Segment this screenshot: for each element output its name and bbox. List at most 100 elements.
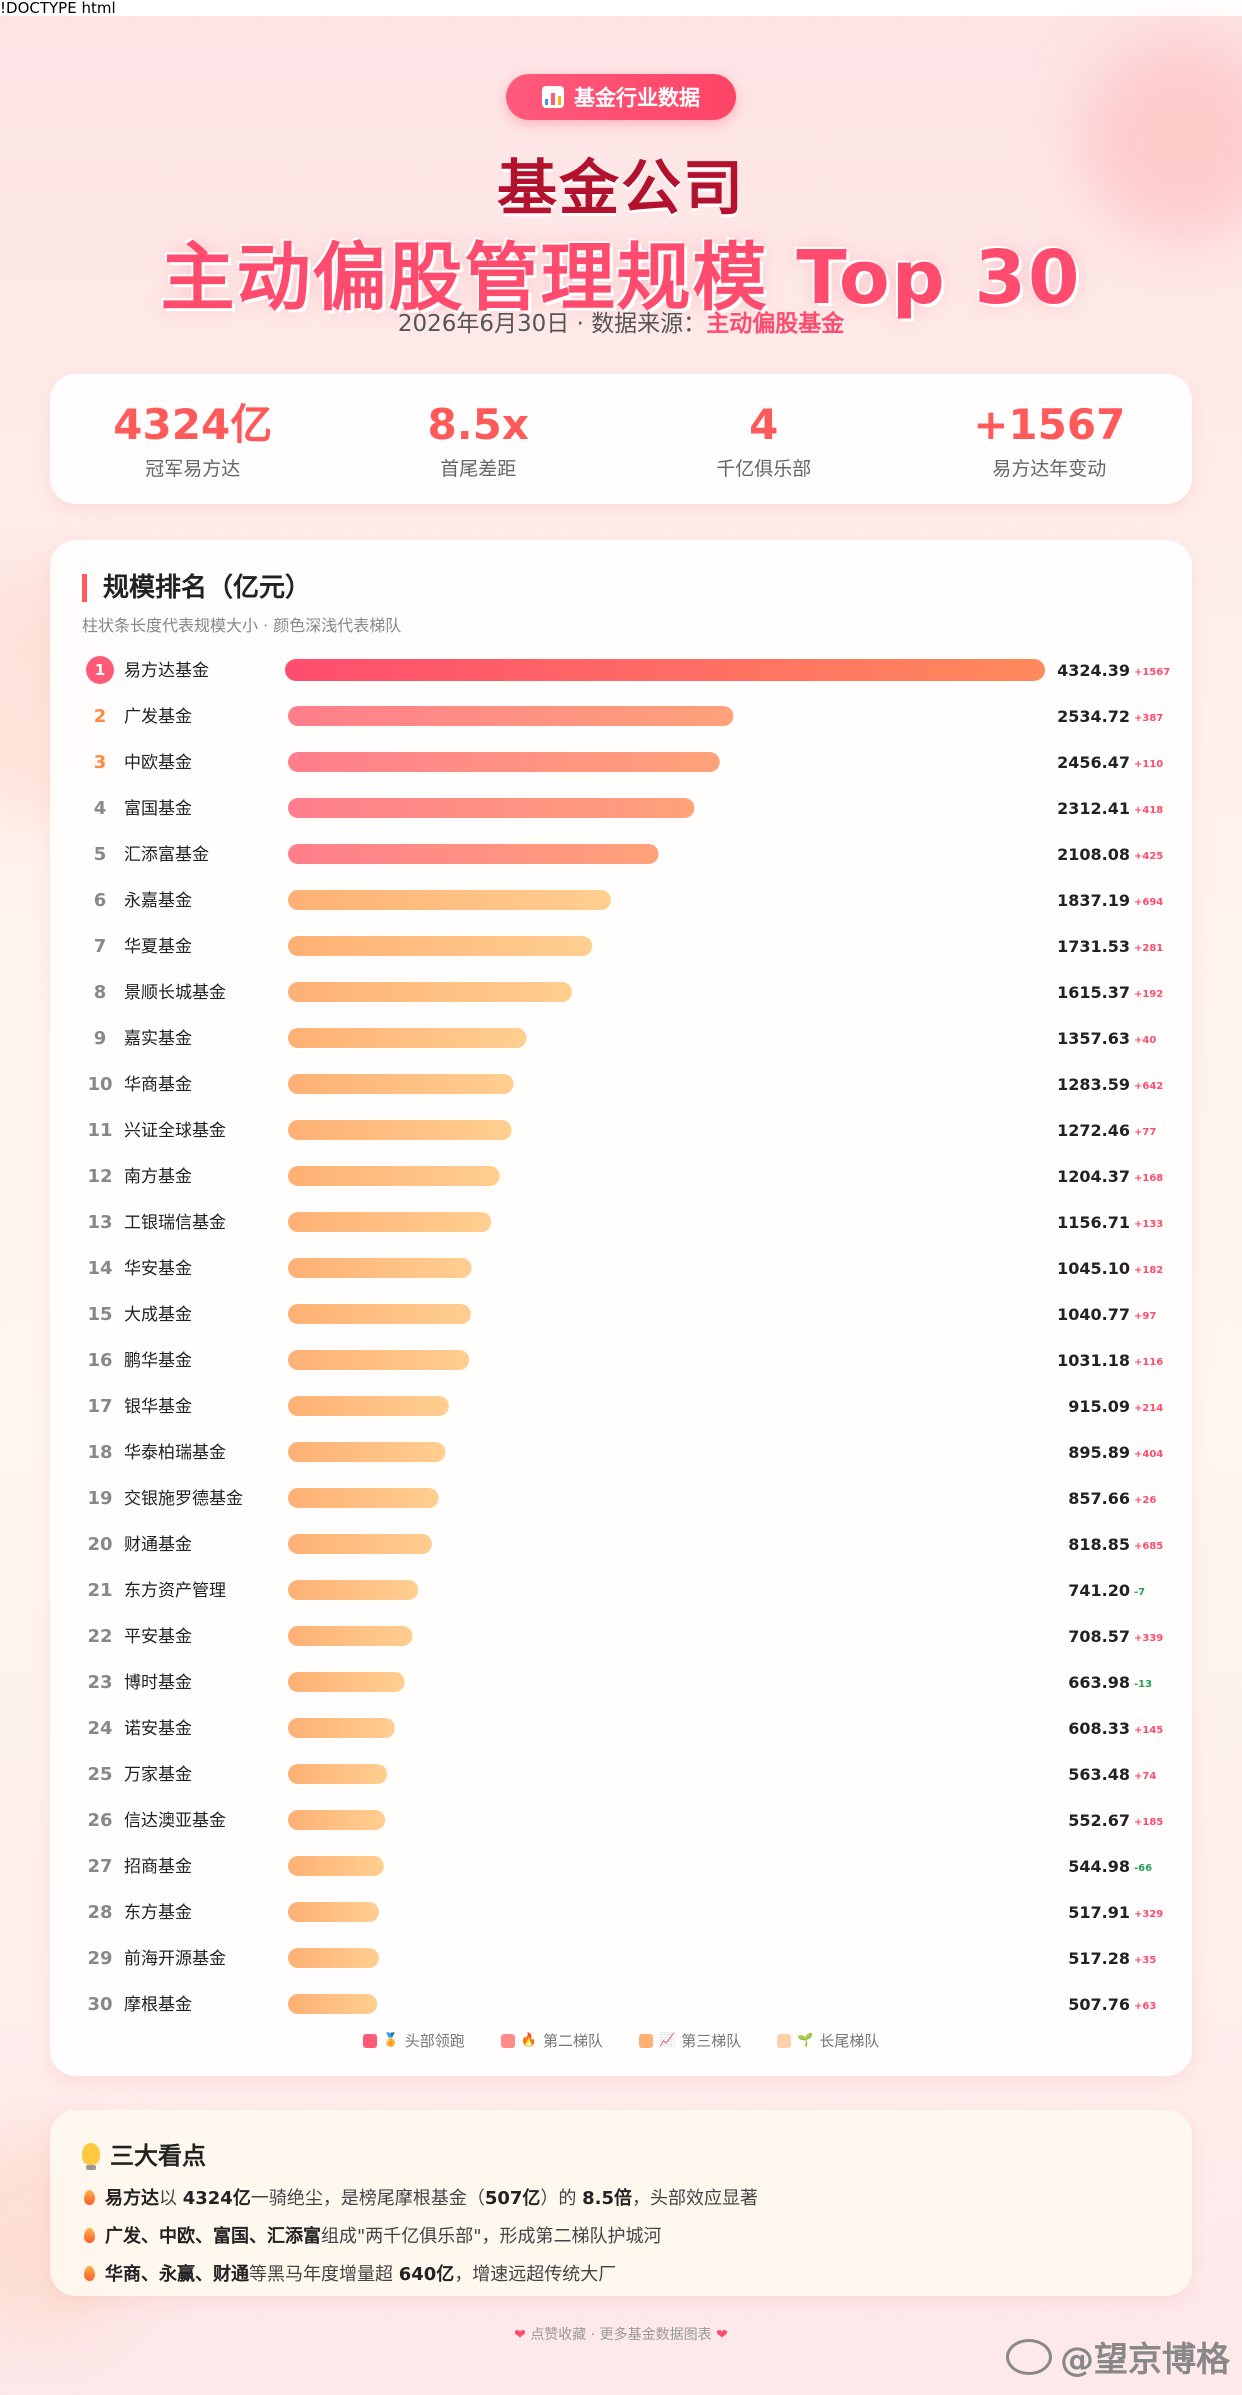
ranking-title: 规模排名（亿元） (82, 574, 311, 602)
change-label: +145 (1134, 1725, 1163, 1736)
insight-line: 华商、永赢、财通等黑马年度增量超 640亿，增速远超传统大厂 (84, 2260, 616, 2286)
ranking-subtitle: 柱状条长度代表规模大小 · 颜色深浅代表梯队 (82, 616, 402, 635)
chart-row: 18 华泰柏瑞基金 895.89 +404 (87, 1442, 1163, 1463)
bar (288, 706, 734, 726)
stat-label: 首尾差距 (440, 458, 517, 480)
bar (288, 936, 593, 956)
company-label: 工银瑞信基金 (124, 1213, 226, 1233)
chart-row: 7 华夏基金 1731.53 +281 (94, 936, 1163, 957)
badge-label: 基金行业数据 (574, 86, 700, 110)
category-badge: 基金行业数据 (506, 74, 736, 120)
stat-value: 4 (749, 400, 779, 449)
legend-swatch (777, 2033, 792, 2048)
watermark: @望京博格 (1006, 2332, 1230, 2381)
company-label: 信达澳亚基金 (124, 1811, 226, 1831)
change-label: +182 (1134, 1265, 1163, 1276)
change-label: +63 (1134, 2001, 1156, 2012)
chart-legend: 🏅 头部领跑 🔥 第二梯队 📈 第三梯队 🌱 长尾梯队 (50, 2030, 1192, 2051)
bar (288, 798, 695, 818)
bar (288, 1442, 446, 1462)
bar (288, 844, 659, 864)
rank-number: 26 (87, 1810, 112, 1831)
rank-number: 20 (87, 1534, 112, 1555)
company-label: 景顺长城基金 (124, 983, 226, 1003)
change-label: +404 (1134, 1449, 1163, 1460)
company-label: 广发基金 (124, 707, 192, 727)
chart-row: 14 华安基金 1045.10 +182 (87, 1258, 1163, 1279)
stat-item: +1567 易方达年变动 (907, 374, 1193, 504)
company-label: 汇添富基金 (124, 845, 209, 865)
bar (288, 1350, 470, 1370)
rank-number: 30 (87, 1994, 112, 2015)
value-label: 2534.72 (1057, 707, 1130, 726)
change-label: +110 (1134, 759, 1163, 770)
bar (288, 1580, 419, 1600)
value-label: 1031.18 (1057, 1351, 1130, 1370)
stat-value: +1567 (973, 400, 1126, 449)
value-label: 1272.46 (1057, 1121, 1130, 1140)
chart-row: 20 财通基金 818.85 +685 (87, 1534, 1163, 1555)
bar (288, 1166, 500, 1186)
rank-number: 6 (94, 890, 107, 911)
value-label: 663.98 (1068, 1673, 1130, 1692)
insight-line: 广发、中欧、富国、汇添富组成"两千亿俱乐部"，形成第二梯队护城河 (84, 2222, 662, 2248)
rank-number: 2 (94, 706, 107, 727)
stat-item: 4 千亿俱乐部 (621, 374, 907, 504)
legend-swatch (362, 2033, 377, 2048)
insight-text: 广发、中欧、富国、汇添富组成"两千亿俱乐部"，形成第二梯队护城河 (105, 2226, 662, 2247)
company-label: 招商基金 (124, 1857, 192, 1877)
value-label: 1283.59 (1057, 1075, 1130, 1094)
chart-row: 13 工银瑞信基金 1156.71 +133 (87, 1212, 1163, 1233)
chart-row: 23 博时基金 663.98 -13 (87, 1672, 1152, 1693)
rank-number: 13 (87, 1212, 112, 1233)
company-label: 平安基金 (124, 1627, 192, 1647)
change-label: +40 (1134, 1035, 1156, 1046)
change-label: +642 (1134, 1081, 1163, 1092)
flame-icon (84, 2265, 95, 2281)
value-label: 4324.39 (1057, 661, 1130, 680)
company-label: 万家基金 (124, 1765, 192, 1785)
stat-item: 4324亿 冠军易方达 (50, 374, 336, 504)
bar-chart-icon (542, 86, 564, 108)
rank-number: 23 (87, 1672, 112, 1693)
bar (288, 1074, 514, 1094)
value-label: 1045.10 (1057, 1259, 1130, 1278)
chart-row: 15 大成基金 1040.77 +97 (87, 1304, 1156, 1325)
flame-icon (84, 2189, 95, 2205)
legend-label: 头部领跑 (404, 2032, 465, 2050)
lightbulb-icon (82, 2142, 100, 2170)
value-label: 563.48 (1068, 1765, 1130, 1784)
company-label: 鹏华基金 (124, 1351, 192, 1371)
legend-swatch (500, 2033, 515, 2048)
rank-number: 17 (87, 1396, 112, 1417)
value-label: 507.76 (1068, 1995, 1130, 2014)
bar (288, 1304, 471, 1324)
chart-row: 22 平安基金 708.57 +339 (87, 1626, 1163, 1647)
change-label: +694 (1134, 897, 1163, 908)
value-label: 552.67 (1068, 1811, 1130, 1830)
value-label: 517.91 (1068, 1903, 1130, 1922)
chart-row: 19 交银施罗德基金 857.66 +26 (87, 1488, 1156, 1509)
sprout-icon: 🌱 (797, 2033, 814, 2048)
stat-label: 冠军易方达 (145, 458, 241, 480)
chart-row: 1 易方达基金 4324.39 +1567 (86, 656, 1170, 684)
bar (288, 890, 611, 910)
insights-title-text: 三大看点 (110, 2142, 206, 2170)
bar (288, 1994, 378, 2014)
chart-row: 21 东方资产管理 741.20 -7 (87, 1580, 1145, 1601)
company-label: 易方达基金 (124, 661, 209, 681)
bar (288, 1212, 492, 1232)
bar (288, 1672, 405, 1692)
value-label: 1357.63 (1057, 1029, 1130, 1048)
change-label: +329 (1134, 1909, 1163, 1920)
heart-icon: ❤ (514, 2327, 526, 2343)
change-label: +425 (1134, 851, 1163, 862)
bar (288, 1120, 512, 1140)
stat-label: 易方达年变动 (992, 458, 1107, 480)
legend-label: 第三梯队 (681, 2032, 742, 2050)
chart-row: 12 南方基金 1204.37 +168 (87, 1166, 1163, 1187)
page-title-main: 主动偏股管理规模 Top 30 (160, 235, 1082, 321)
value-label: 544.98 (1068, 1857, 1130, 1876)
company-label: 东方资产管理 (124, 1581, 226, 1601)
medal-icon: 🏅 (382, 2033, 399, 2048)
